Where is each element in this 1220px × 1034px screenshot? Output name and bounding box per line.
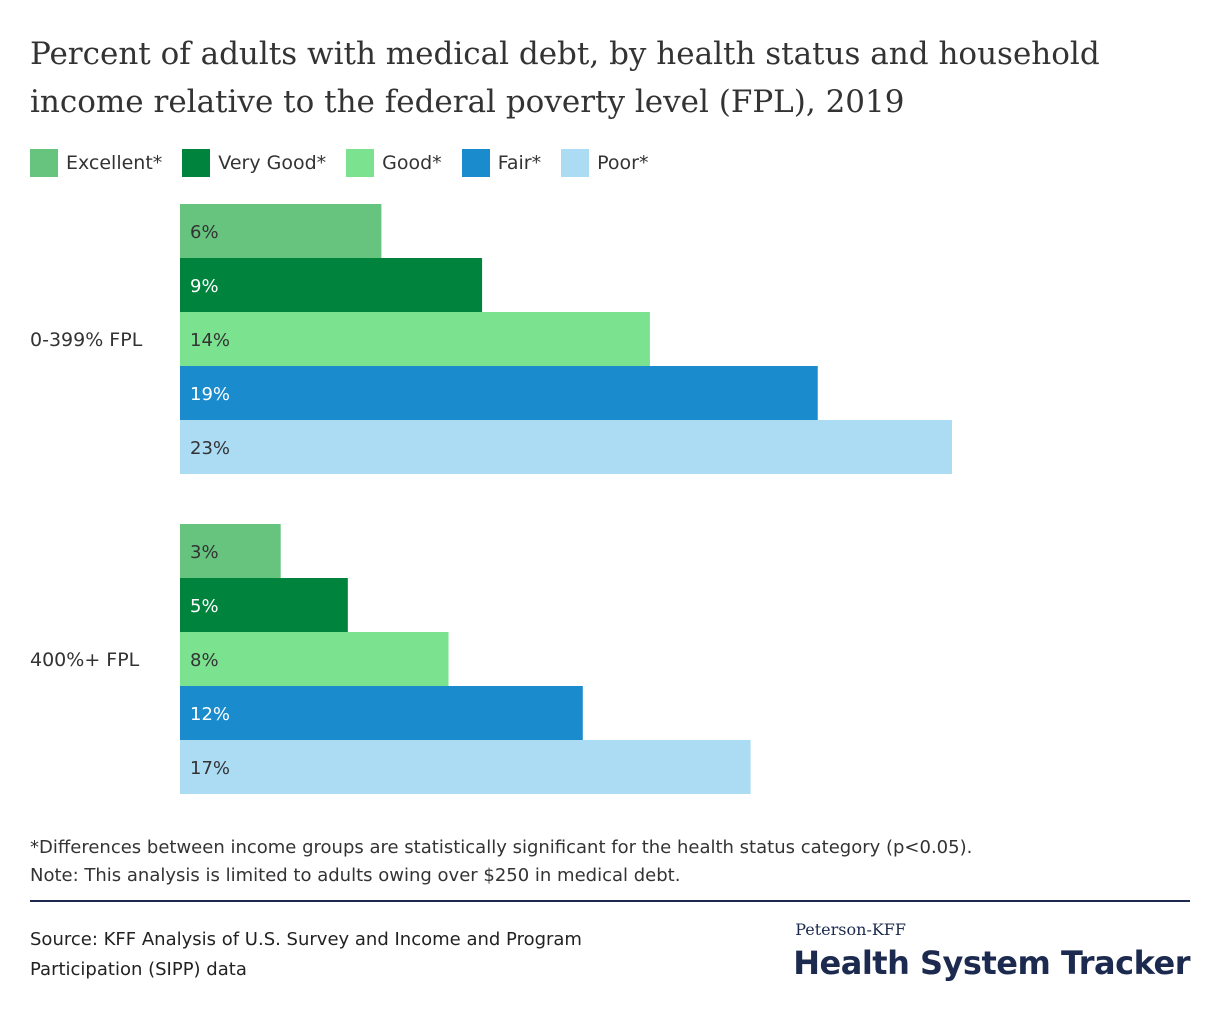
bar-good-0-399-fpl [180,312,650,366]
data-label-excellent-0-399-fpl: 6% [190,222,219,243]
analysis-note: Note: This analysis is limited to adults… [30,865,681,886]
data-label-fair-400-fpl: 12% [190,704,230,725]
bar-excellent-0-399-fpl [180,204,382,258]
chart-title: Percent of adults with medical debt, by … [30,30,1190,126]
bar-poor-400-fpl [180,740,751,794]
legend-swatch-poor [561,149,590,177]
brand-logo: Peterson-KFF Health System Tracker [793,918,1190,984]
bar-fair-0-399-fpl [180,366,818,420]
chart-title-line-1: Percent of adults with medical debt, by … [30,36,1100,72]
data-label-good-0-399-fpl: 14% [190,330,230,351]
legend-swatch-fair [461,149,490,177]
data-label-poor-400-fpl: 17% [190,758,230,779]
bar-very-good-0-399-fpl [180,258,483,312]
bar-very-good-400-fpl [180,578,348,632]
chart-title-line-2: income relative to the federal poverty l… [30,84,905,120]
brand-name-large: Health System Tracker [793,944,1190,982]
data-label-very-good-400-fpl: 5% [190,596,219,617]
data-label-fair-0-399-fpl: 19% [190,384,230,405]
data-label-very-good-0-399-fpl: 9% [190,276,219,297]
legend-swatch-good [346,149,375,177]
legend-label-fair: Fair* [497,152,542,174]
legend-label-very-good: Very Good* [218,152,327,174]
legend-item-fair: Fair* [461,149,542,177]
significance-note: *Differences between income groups are s… [30,837,973,858]
legend-item-very-good: Very Good* [182,149,326,177]
footer-divider [30,900,1190,902]
brand-name-small: Peterson-KFF [795,920,907,939]
bar-chart: 0-399% FPL 6% 9% 14% 19% 23% 400%+ FPL 3% 5% 8% 12… [30,204,952,794]
legend-swatch-excellent [30,149,58,177]
data-label-excellent-400-fpl: 3% [190,542,219,563]
legend-swatch-very-good [182,149,211,177]
data-label-poor-0-399-fpl: 23% [190,438,230,459]
legend-item-poor: Poor* [561,149,648,177]
bar-good-400-fpl [180,632,449,686]
legend-item-excellent: Excellent* [30,149,162,177]
legend-label-poor: Poor* [597,152,649,174]
category-label-0-399-fpl: 0-399% FPL [30,329,143,351]
chart-notes: *Differences between income groups are s… [30,834,972,890]
source-line-2: Participation (SIPP) data [30,959,247,980]
chart-legend: Excellent* Very Good* Good* Fair* Poor* [30,148,668,178]
bar-excellent-400-fpl [180,524,281,578]
source-line-1: Source: KFF Analysis of U.S. Survey and … [30,929,582,950]
data-label-good-400-fpl: 8% [190,650,219,671]
legend-label-excellent: Excellent* [66,152,163,174]
bar-fair-400-fpl [180,686,583,740]
source-text: Source: KFF Analysis of U.S. Survey and … [30,925,710,985]
legend-item-good: Good* [346,149,442,177]
legend-label-good: Good* [382,152,442,174]
bar-poor-0-399-fpl [180,420,952,474]
category-label-400-fpl: 400%+ FPL [30,649,140,671]
